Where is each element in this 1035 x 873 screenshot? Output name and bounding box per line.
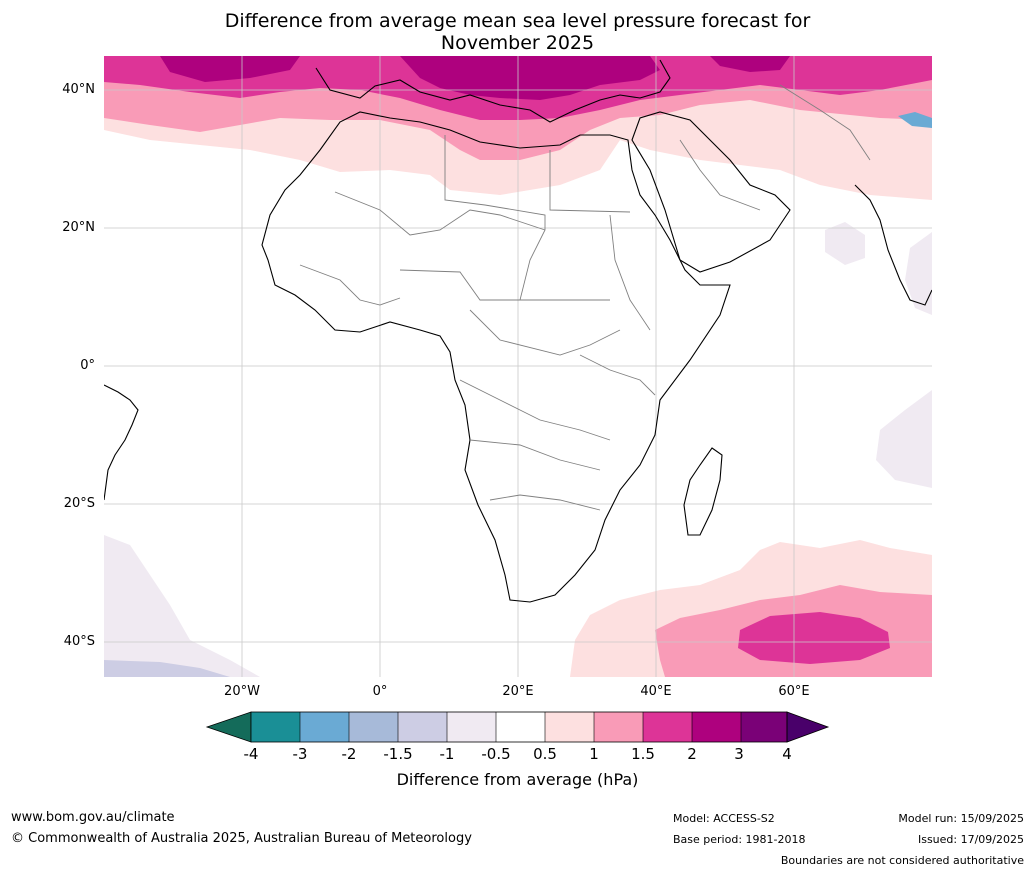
colorbar-tick: 3: [734, 745, 744, 763]
colorbar-extend-low: [205, 711, 252, 743]
chart-title: Difference from average mean sea level p…: [0, 10, 1035, 54]
lon-label-40e: 40°E: [640, 684, 672, 699]
footer-model-run: Model run: 15/09/2025: [898, 812, 1024, 825]
anomaly-2-north: [160, 56, 790, 100]
colorbar-extend-high: [786, 711, 830, 743]
colorbar-tick: 2: [687, 745, 697, 763]
colorbar-tick: -3: [292, 745, 308, 763]
lat-label-20n: 20°N: [62, 220, 95, 235]
footer-base-period: Base period: 1981-2018: [673, 833, 806, 846]
africa-coastline: [261, 111, 731, 603]
colorbar-tick: 4: [782, 745, 792, 763]
colorbar-bin: [741, 712, 787, 742]
lon-label-60e: 60°E: [778, 684, 810, 699]
anomaly-neg1-southwest: [104, 660, 230, 677]
country-boundaries: [299, 84, 871, 511]
title-line-2: November 2025: [440, 32, 595, 54]
footer-disclaimer: Boundaries are not considered authoritat…: [780, 854, 1024, 867]
madagascar-coastline: [683, 447, 723, 536]
lon-label-20e: 20°E: [502, 684, 534, 699]
title-line-1: Difference from average mean sea level p…: [224, 10, 811, 32]
colorbar-tick: -2: [341, 745, 357, 763]
lat-label-0: 0°: [80, 358, 95, 373]
colorbar-bin: [349, 712, 398, 742]
anomaly-neg-tibet: [898, 112, 932, 128]
lon-label-0: 0°: [372, 684, 388, 699]
colorbar-bin: [251, 712, 300, 742]
colorbar-tick: -1.5: [383, 745, 413, 763]
map-area: [104, 56, 932, 677]
colorbar-tick: 1: [589, 745, 599, 763]
anomaly-neg0.5-india: [905, 232, 932, 315]
colorbar: [205, 711, 830, 743]
anomaly-neg0.5-indian-ocean: [876, 390, 932, 488]
colorbar-bin: [447, 712, 496, 742]
footer-copyright: © Commonwealth of Australia 2025, Austra…: [11, 831, 472, 846]
colorbar-bin: [594, 712, 643, 742]
lat-label-20s: 20°S: [63, 496, 95, 511]
colorbar-tick: 0.5: [533, 745, 557, 763]
lat-label-40n: 40°N: [62, 82, 95, 97]
india-coastline: [854, 184, 932, 306]
anomaly-1.5-south: [738, 612, 890, 664]
colorbar-tick: -0.5: [481, 745, 511, 763]
europe-coastline: [315, 59, 671, 123]
anomaly-neg0.5-southwest: [104, 535, 260, 677]
colorbar-tick: -1: [439, 745, 455, 763]
south-america-coastline: [104, 384, 139, 501]
colorbar-tick: 1.5: [631, 745, 655, 763]
footer-website[interactable]: www.bom.gov.au/climate: [11, 810, 175, 825]
gridlines: [104, 56, 932, 677]
colorbar-tick: -4: [243, 745, 259, 763]
footer-issued: Issued: 17/09/2025: [917, 833, 1024, 846]
colorbar-bin: [398, 712, 447, 742]
arabian-peninsula-coastline: [631, 111, 791, 273]
anomaly-neg0.5-arabian-sea: [825, 222, 865, 265]
lat-label-40s: 40°S: [63, 634, 95, 649]
lon-label-20w: 20°W: [224, 684, 260, 699]
footer-model: Model: ACCESS-S2: [673, 812, 775, 825]
colorbar-label: Difference from average (hPa): [396, 770, 639, 789]
colorbar-bin: [300, 712, 349, 742]
colorbar-bin: [496, 712, 545, 742]
colorbar-bin: [643, 712, 692, 742]
colorbar-bin: [692, 712, 741, 742]
colorbar-bin: [545, 712, 594, 742]
colorbar-outline: [250, 711, 788, 743]
